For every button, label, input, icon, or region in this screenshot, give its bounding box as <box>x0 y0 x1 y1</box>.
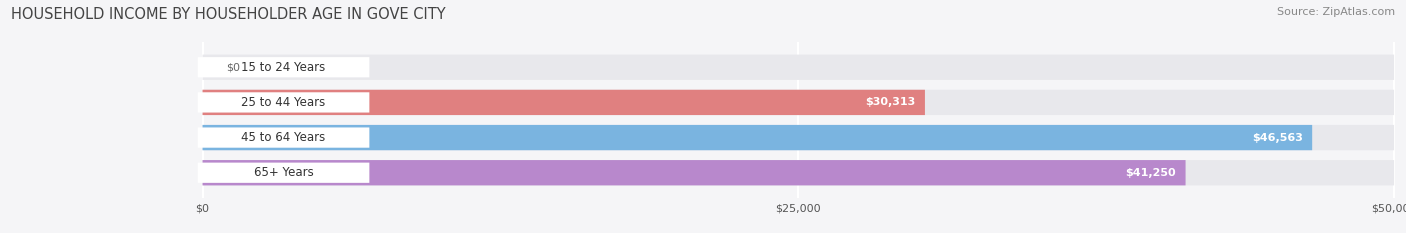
Text: $46,563: $46,563 <box>1251 133 1302 143</box>
FancyBboxPatch shape <box>198 57 370 77</box>
FancyBboxPatch shape <box>202 90 925 115</box>
FancyBboxPatch shape <box>202 55 1395 80</box>
FancyBboxPatch shape <box>202 160 1395 185</box>
FancyBboxPatch shape <box>198 92 370 113</box>
Text: Source: ZipAtlas.com: Source: ZipAtlas.com <box>1277 7 1395 17</box>
Text: $0: $0 <box>226 62 240 72</box>
Text: 25 to 44 Years: 25 to 44 Years <box>242 96 326 109</box>
Text: 15 to 24 Years: 15 to 24 Years <box>242 61 326 74</box>
Text: 65+ Years: 65+ Years <box>253 166 314 179</box>
Text: 45 to 64 Years: 45 to 64 Years <box>242 131 326 144</box>
FancyBboxPatch shape <box>202 125 1395 150</box>
Text: HOUSEHOLD INCOME BY HOUSEHOLDER AGE IN GOVE CITY: HOUSEHOLD INCOME BY HOUSEHOLDER AGE IN G… <box>11 7 446 22</box>
Text: $30,313: $30,313 <box>865 97 915 107</box>
FancyBboxPatch shape <box>202 90 1395 115</box>
FancyBboxPatch shape <box>202 160 1185 185</box>
FancyBboxPatch shape <box>202 125 1312 150</box>
FancyBboxPatch shape <box>198 163 370 183</box>
FancyBboxPatch shape <box>198 127 370 148</box>
Text: $41,250: $41,250 <box>1125 168 1175 178</box>
